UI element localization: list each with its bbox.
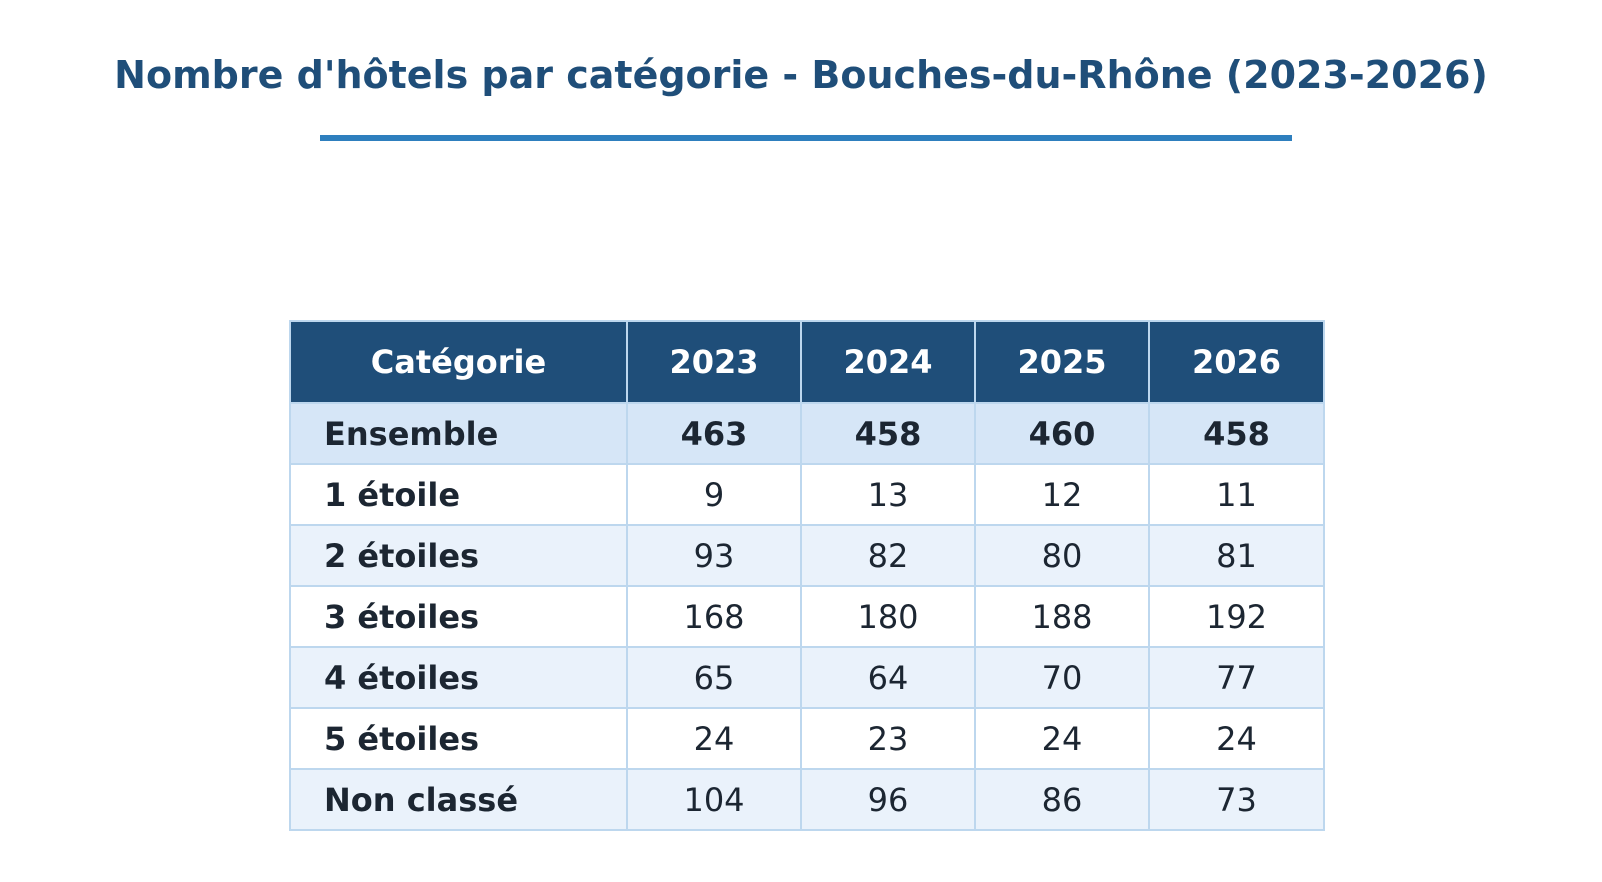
table-cell: 23 [800,707,976,770]
table-row-5-etoiles: 5 étoiles 24 23 24 24 [289,707,1325,770]
table-cell: 104 [626,768,802,831]
table-cell: 460 [974,402,1150,465]
row-label: 3 étoiles [289,585,628,648]
row-label: Ensemble [289,402,628,465]
table-row-non-classe: Non classé 104 96 86 73 [289,768,1325,831]
table-cell: 24 [1148,707,1325,770]
table-cell: 192 [1148,585,1325,648]
table-cell: 13 [800,463,976,526]
table-cell: 81 [1148,524,1325,587]
table-header-row: Catégorie 2023 2024 2025 2026 [289,320,1325,404]
table-cell: 93 [626,524,802,587]
table-cell: 96 [800,768,976,831]
table-cell: 11 [1148,463,1325,526]
table-row-ensemble: Ensemble 463 458 460 458 [289,402,1325,465]
column-header-2025: 2025 [974,320,1150,404]
table-row-2-etoiles: 2 étoiles 93 82 80 81 [289,524,1325,587]
table-cell: 9 [626,463,802,526]
table-row-4-etoiles: 4 étoiles 65 64 70 77 [289,646,1325,709]
table-cell: 82 [800,524,976,587]
table-cell: 64 [800,646,976,709]
table-cell: 188 [974,585,1150,648]
table-cell: 80 [974,524,1150,587]
table-cell: 86 [974,768,1150,831]
table-cell: 180 [800,585,976,648]
table-cell: 24 [974,707,1150,770]
table-cell: 24 [626,707,802,770]
table-cell: 12 [974,463,1150,526]
table-cell: 70 [974,646,1150,709]
column-header-2023: 2023 [626,320,802,404]
column-header-category: Catégorie [289,320,628,404]
row-label: 4 étoiles [289,646,628,709]
chart-title: Nombre d'hôtels par catégorie - Bouches-… [114,53,1488,97]
table-cell: 458 [1148,402,1325,465]
row-label: 1 étoile [289,463,628,526]
table-cell: 65 [626,646,802,709]
table-row-1-etoile: 1 étoile 9 13 12 11 [289,463,1325,526]
table-cell: 458 [800,402,976,465]
table-cell: 463 [626,402,802,465]
title-underline [320,135,1292,141]
row-label: Non classé [289,768,628,831]
table-row-3-etoiles: 3 étoiles 168 180 188 192 [289,585,1325,648]
hotel-category-table: Catégorie 2023 2024 2025 2026 Ensemble 4… [289,320,1325,831]
table-cell: 73 [1148,768,1325,831]
row-label: 2 étoiles [289,524,628,587]
table-cell: 168 [626,585,802,648]
row-label: 5 étoiles [289,707,628,770]
column-header-2026: 2026 [1148,320,1325,404]
column-header-2024: 2024 [800,320,976,404]
table-cell: 77 [1148,646,1325,709]
